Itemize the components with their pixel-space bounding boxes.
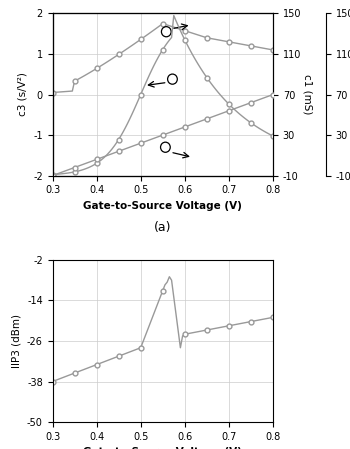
Text: (a): (a) — [154, 221, 172, 234]
Y-axis label: IIP3 (dBm): IIP3 (dBm) — [11, 314, 21, 368]
Y-axis label: c1 (mS): c1 (mS) — [302, 75, 312, 115]
X-axis label: Gate-to-Source Voltage (V): Gate-to-Source Voltage (V) — [83, 447, 242, 449]
Y-axis label: c3 (s/V²): c3 (s/V²) — [18, 73, 27, 116]
X-axis label: Gate-to-Source Voltage (V): Gate-to-Source Voltage (V) — [83, 201, 242, 211]
